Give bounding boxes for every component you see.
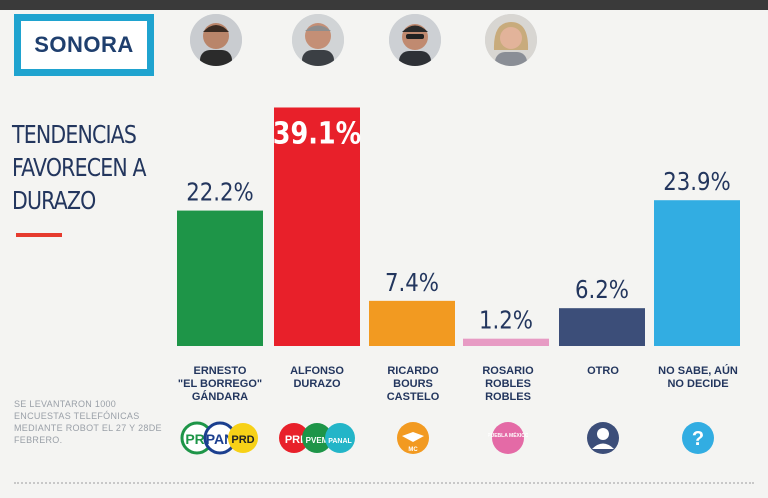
party-logo-text: MC [408,447,418,453]
bar-value-label: 39.1% [273,115,361,151]
candidate-portrait-durazo [292,14,344,66]
bar-5 [559,308,645,346]
party-logos-icon: PUEBLA MÉXICO [488,422,528,454]
candidate-label-line: ROBLES [485,378,531,390]
party-logos-gandara: PRI PAN PRD [170,418,270,458]
svg-text:?: ? [692,428,704,450]
candidate-portrait-robles [485,14,537,66]
headline: TENDENCIAS FAVORECEN A DURAZO [12,118,151,217]
question-icon: ? [682,422,714,454]
candidate-label-line: RICARDO [387,365,439,377]
headline-line: TENDENCIAS [12,120,137,149]
candidate-portrait-bours [389,14,441,66]
candidate-label-line: OTRO [587,365,619,377]
candidate-label-line: CASTELO [386,391,440,403]
bottom-dotted-rule [14,482,754,484]
otro-logo [553,418,653,458]
party-logos-durazo: PRI PVEM PANAL [267,418,367,458]
party-logo-text: PAN [206,431,235,447]
candidate-label-no-decide: NO SABE, AÚN NO DECIDE [648,365,748,391]
party-logo-text: PANAL [328,438,352,445]
state-badge: SONORA [14,14,154,76]
bar-1 [177,210,263,346]
bar-2 [274,107,360,347]
headline-accent-line [16,233,62,237]
bar-value-label: 6.2% [575,276,629,305]
party-logo-text: PRI [285,434,303,446]
candidate-label-line: ERNESTO [193,365,247,377]
party-logo-text: PRD [231,434,254,446]
candidate-label-line: DURAZO [293,378,341,390]
party-logo-text: PVEM [306,436,329,445]
candidate-label-gandara: ERNESTO "EL BORREGO" GÁNDARA [170,365,270,404]
party-logo-text: PRI [185,431,208,447]
bar-6 [654,200,740,346]
methodology-note: SE LEVANTARON 1000 ENCUESTAS TELEFÓNICAS… [14,399,162,445]
candidate-label-robles: ROSARIO ROBLES ROBLES [458,365,558,404]
candidate-label-otro: OTRO [553,365,653,378]
party-logos-bours: MC [363,418,463,458]
party-logos-icon: MC [397,422,429,454]
candidate-label-line: ROSARIO [482,365,534,377]
candidate-label-line: ROBLES [485,391,531,403]
candidate-label-line: "EL BORREGO" [177,378,263,390]
headline-line: FAVORECEN A [12,153,147,182]
candidate-label-line: NO DECIDE [667,378,729,390]
bar-4 [463,338,549,346]
party-logos-robles: PUEBLA MÉXICO [458,418,558,458]
bar-value-label: 22.2% [186,178,253,207]
candidate-label-durazo: ALFONSO DURAZO [267,365,367,391]
party-logo-text: PUEBLA MÉXICO [488,431,528,439]
person-icon [587,422,619,454]
candidate-label-line: GÁNDARA [191,391,249,403]
party-logos-icon: PRI PVEM PANAL [279,423,355,453]
bar-value-label: 7.4% [385,268,439,297]
state-badge-inner: SONORA [21,21,147,69]
state-name: SONORA [34,32,134,57]
headline-line: DURAZO [12,186,96,215]
candidate-portrait-gandara [190,14,242,66]
candidate-label-line: ALFONSO [290,365,344,377]
candidate-label-line: NO SABE, AÚN [658,365,738,377]
party-logos-icon: PRI PAN PRD [180,421,258,455]
bar-value-label: 1.2% [479,306,533,335]
top-bar [0,0,768,10]
candidate-label-line: BOURS [393,378,433,390]
no-decide-logo: ? [648,418,748,458]
bar-3 [369,300,455,346]
bar-value-label: 23.9% [663,168,730,197]
candidate-label-bours: RICARDO BOURS CASTELO [363,365,463,404]
